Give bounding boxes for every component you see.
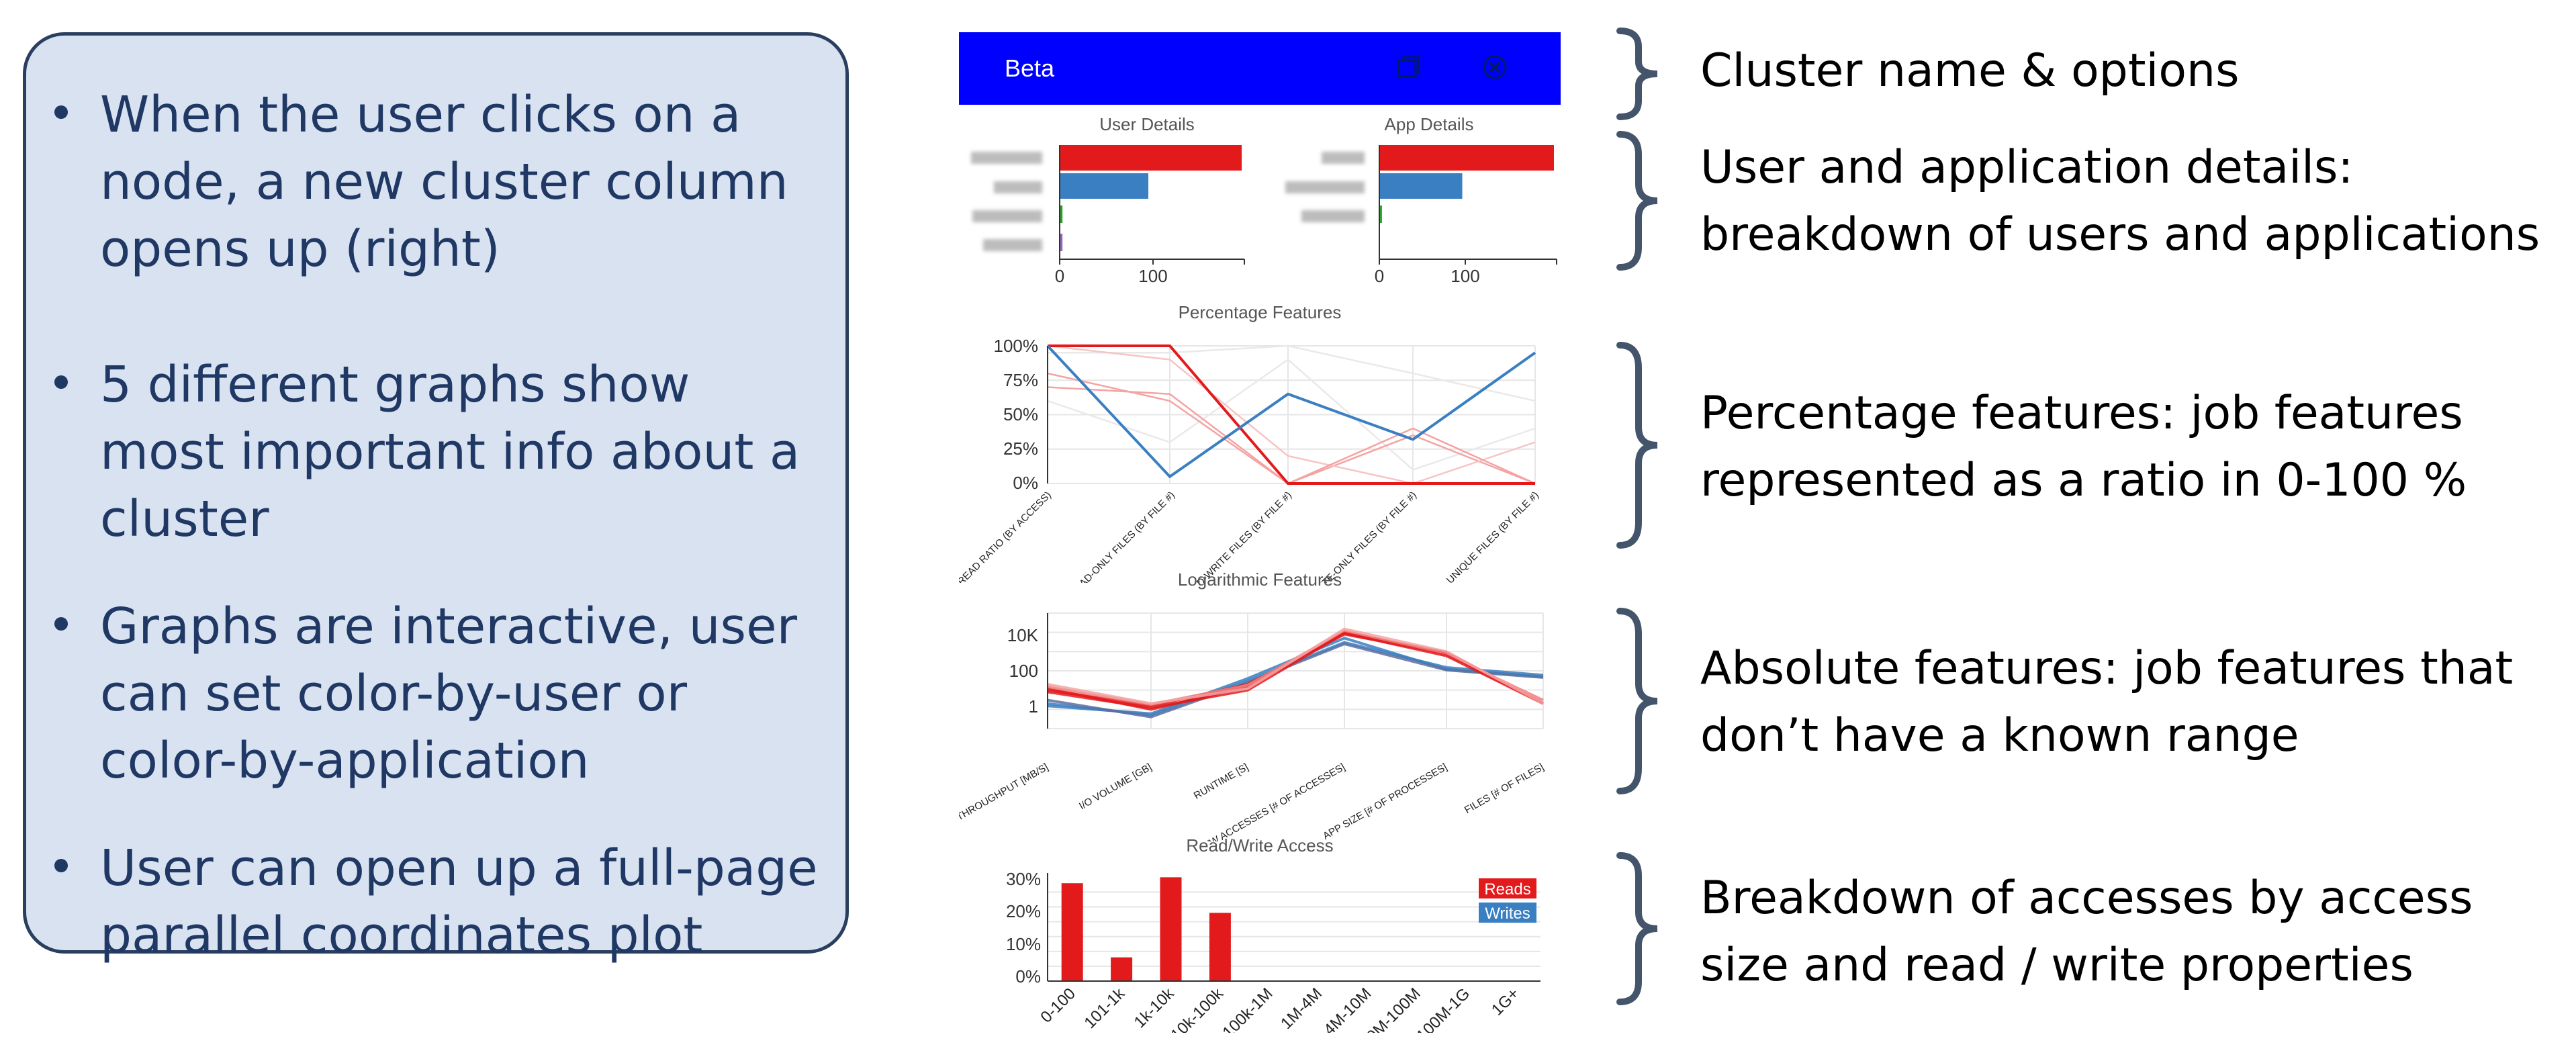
bar[interactable] xyxy=(1060,145,1242,171)
read-write-access-chart[interactable]: 30% 20% 10% 0% 0-100 101-1k 1k-10k10k-100k… xyxy=(959,858,1561,1033)
user-label-blurred xyxy=(971,152,1042,164)
x-tick-label: 1k-10k xyxy=(1131,984,1179,1031)
bullet-text: 5 different graphs show most important i… xyxy=(100,356,800,548)
info-callout-box: When the user clicks on a node, a new cl… xyxy=(23,32,849,964)
bullet-text: When the user clicks on a node, a new cl… xyxy=(100,86,788,278)
axis-label-runtime: RUNTIME [S] xyxy=(1192,762,1250,802)
series-line[interactable] xyxy=(1048,344,1535,485)
user-details-chart[interactable]: 0 100 xyxy=(959,133,1254,287)
percentage-features-chart[interactable]: 100% 75% 50% 25% 0% READ RATIO (BY ACCES… xyxy=(959,328,1561,583)
app-details-chart[interactable]: 0 100 xyxy=(1261,133,1561,287)
app-label-blurred xyxy=(1322,152,1365,164)
app-details-title: App Details xyxy=(1384,114,1474,134)
x-tick-label: 100M-1G xyxy=(1413,984,1473,1033)
percentage-features-title: Percentage Features xyxy=(1178,302,1342,322)
y-tick-label: 100 xyxy=(1009,661,1038,681)
y-tick-label: 30% xyxy=(1006,869,1041,889)
series-line[interactable] xyxy=(1048,344,1536,402)
axis-label-files: FILES [# OF FILES] xyxy=(1463,762,1546,816)
close-circle-icon[interactable] xyxy=(1481,54,1508,81)
curly-brace xyxy=(1616,852,1658,1005)
bullet-dot xyxy=(54,105,68,119)
bar[interactable] xyxy=(1060,234,1063,251)
bullet-dot xyxy=(54,859,68,872)
curly-brace xyxy=(1616,608,1658,794)
bar-reads[interactable] xyxy=(1111,957,1133,981)
x-tick-label: 0 xyxy=(1375,266,1384,286)
series-line[interactable] xyxy=(1047,358,1536,471)
user-label-blurred xyxy=(983,239,1042,251)
series-line[interactable] xyxy=(1047,631,1544,710)
legend-reads-swatch[interactable] xyxy=(1479,878,1536,898)
curly-brace xyxy=(1616,131,1658,271)
axis-label-read-ratio: READ RATIO (BY ACCESS) xyxy=(959,490,1054,583)
caption-user-app-details: User and application details: breakdown … xyxy=(1700,141,2540,261)
y-tick-label: 20% xyxy=(1006,901,1041,921)
y-tick-label: 75% xyxy=(1003,370,1038,390)
caption-cluster-name: Cluster name & options xyxy=(1700,44,2240,97)
series-line[interactable] xyxy=(1047,627,1544,705)
legend-writes-swatch[interactable] xyxy=(1479,903,1536,923)
bar[interactable] xyxy=(1060,205,1063,223)
curly-brace xyxy=(1616,342,1658,549)
x-tick-label: 0-100 xyxy=(1037,984,1079,1027)
app-label-blurred xyxy=(1301,210,1365,222)
x-tick-label: 1M-4M xyxy=(1277,984,1326,1033)
series-line[interactable] xyxy=(1047,386,1536,485)
app-label-blurred xyxy=(1285,181,1365,193)
cluster-title-bar: Beta xyxy=(959,32,1561,105)
logarithmic-features-chart[interactable]: 10K 100 1 I/O THROUGHPUT [MB/S] I/O VOLU… xyxy=(959,593,1561,841)
bar[interactable] xyxy=(1060,173,1149,199)
cluster-name: Beta xyxy=(1005,54,1055,82)
user-label-blurred xyxy=(972,210,1042,222)
y-tick-label: 100% xyxy=(994,336,1039,356)
series-line[interactable] xyxy=(1047,642,1544,719)
bar[interactable] xyxy=(1379,205,1382,223)
bar[interactable] xyxy=(1379,173,1463,199)
y-tick-label: 10K xyxy=(1007,625,1039,645)
curly-brace xyxy=(1616,28,1658,120)
y-tick-label: 25% xyxy=(1003,439,1038,459)
series-line[interactable] xyxy=(1047,344,1536,485)
axis-label-io-volume: I/O VOLUME [GB] xyxy=(1077,762,1154,813)
series-line[interactable] xyxy=(1046,344,1536,479)
y-tick-label: 50% xyxy=(1003,404,1038,424)
bar-reads[interactable] xyxy=(1160,877,1182,981)
x-tick-label: 100 xyxy=(1138,266,1167,286)
caption-read-write-breakdown: Breakdown of accesses by access size and… xyxy=(1700,872,2473,992)
bullet-dot xyxy=(54,375,68,389)
bullet-dot xyxy=(54,617,68,631)
axis-label-io-throughput: I/O THROUGHPUT [MB/S] xyxy=(959,762,1050,831)
caption-absolute-features: Absolute features: job features that don… xyxy=(1700,642,2514,762)
y-tick-label: 0% xyxy=(1013,473,1038,493)
cluster-column-panel: Beta User Details 0 100 App Details xyxy=(959,32,1561,1033)
caption-percentage-features: Percentage features: job features repres… xyxy=(1700,387,2467,507)
bullet-text: User can open up a full-page parallel co… xyxy=(100,839,818,964)
bullet-text: Graphs are interactive, user can set col… xyxy=(100,598,798,790)
bar-reads[interactable] xyxy=(1209,913,1231,981)
user-details-title: User Details xyxy=(1099,114,1195,134)
logarithmic-features-title: Logarithmic Features xyxy=(1177,569,1342,590)
x-tick-label: 4M-10M xyxy=(1320,984,1375,1033)
user-label-blurred xyxy=(994,181,1042,193)
x-tick-label: 100 xyxy=(1451,266,1479,286)
x-tick-label: 101-1k xyxy=(1080,984,1129,1032)
y-tick-label: 1 xyxy=(1029,696,1038,717)
x-tick-label: 1G+ xyxy=(1488,984,1523,1019)
bar[interactable] xyxy=(1379,145,1554,171)
legend-reads-label: Reads xyxy=(1484,880,1530,898)
window-restore-icon[interactable] xyxy=(1397,55,1421,79)
legend-writes-label: Writes xyxy=(1485,905,1530,923)
bar-reads[interactable] xyxy=(1061,883,1083,981)
x-tick-label: 10k-100k xyxy=(1167,984,1228,1033)
x-tick-label: 0 xyxy=(1055,266,1064,286)
y-tick-label: 10% xyxy=(1006,934,1041,954)
read-write-access-title: Read/Write Access xyxy=(1186,835,1334,856)
axis-label-unique-files: UNIQUE FILES (BY FILE #) xyxy=(1444,490,1541,583)
x-tick-label: 100k-1M xyxy=(1219,984,1276,1033)
y-tick-label: 0% xyxy=(1015,966,1041,986)
